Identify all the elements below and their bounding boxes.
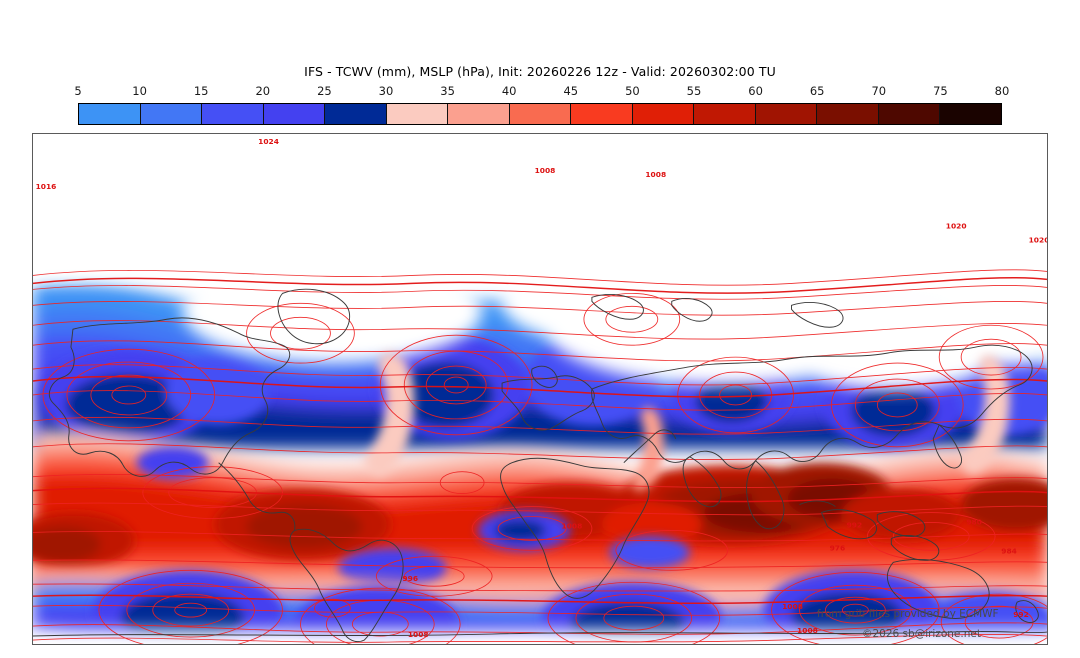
colorbar-tick-5: 5: [74, 84, 82, 98]
colorbar-swatch-25-30: [325, 104, 387, 124]
colorbar-tick-35: 35: [440, 84, 455, 98]
page-title: IFS - TCWV (mm), MSLP (hPa), Init: 20260…: [304, 64, 776, 79]
world-tcwv-mslp-map[interactable]: 1024 1008 1008 1016 1020 1020 1008 992 976 980 984…: [33, 134, 1047, 644]
mslp-contours-bold: [33, 276, 1047, 605]
mslp-contours: [33, 269, 1047, 644]
colorbar-tick-labels: 5 10 15 20 25 30 35 40 45 50 55 60 65 70 75 80: [74, 84, 1009, 100]
mslp-label-1024: 1024: [258, 137, 279, 146]
mslp-label-1008: 1008: [797, 626, 818, 635]
map-panel[interactable]: 1024 1008 1008 1016 1020 1020 1008 992 976 980 984…: [32, 133, 1048, 645]
mslp-label-992: 992: [1013, 610, 1029, 619]
tcwv-continental-dry: [182, 259, 1047, 390]
tcwv-shading: [33, 134, 1047, 644]
colorbar-swatch-30-35: [386, 104, 449, 124]
mslp-label-976: 976: [830, 543, 846, 552]
colorbar-tick-60: 60: [748, 84, 763, 98]
tcwv-moist-plumes: [362, 352, 1010, 491]
mslp-label-980: 980: [966, 517, 982, 526]
colorbar-swatch-65-70: [817, 104, 879, 124]
mslp-label-984: 984: [1001, 546, 1017, 555]
colorbar-tick-20: 20: [255, 84, 271, 98]
colorbar-swatch-70-75: [878, 104, 941, 124]
mslp-label-1008: 1008: [782, 602, 803, 611]
mslp-label-1020: 1020: [946, 222, 967, 231]
colorbar-swatch-15-20: [202, 104, 264, 124]
mslp-label-1008: 1008: [645, 170, 666, 179]
colorbar-swatch-35-40: [448, 104, 510, 124]
colorbar-tick-55: 55: [686, 84, 702, 98]
colorbar-swatch-40-45: [509, 104, 572, 124]
colorbar-tick-65: 65: [809, 84, 825, 98]
colorbar-swatch-5-10: [79, 104, 141, 124]
colorbar-tick-75: 75: [933, 84, 948, 98]
colorbar-tick-10: 10: [132, 84, 147, 98]
colorbar-swatch-55-60: [694, 104, 756, 124]
colorbar-tick-25: 25: [317, 84, 332, 98]
mslp-label-996: 996: [402, 574, 418, 583]
colorbar-tick-40: 40: [501, 84, 517, 98]
colorbar-swatch-20-25: [263, 104, 326, 124]
colorbar-swatch-60-65: [755, 104, 818, 124]
coastlines: [33, 288, 1047, 643]
mslp-contour-labels: 1024 1008 1008 1016 1020 1020 1008 992 976 980 984…: [36, 137, 1047, 639]
map-canvas: 1024 1008 1008 1016 1020 1020 1008 992 976 980 984…: [33, 134, 1047, 644]
colorbar-swatch-45-50: [571, 104, 633, 124]
colorbar-swatches: [78, 103, 1002, 125]
colorbar-swatch-75-80: [940, 104, 1001, 124]
colorbar-tick-15: 15: [193, 84, 209, 98]
colorbar-tick-50: 50: [625, 84, 640, 98]
mslp-label-1008: 1008: [535, 166, 556, 175]
copyright-attribution: ©2026 sb@irizone.net: [862, 628, 981, 640]
data-source-attribution: from grib files provided by ECMWF: [817, 608, 999, 620]
colorbar-swatch-10-15: [140, 104, 203, 124]
colorbar-tick-30: 30: [378, 84, 394, 98]
colorbar: 5 10 15 20 25 30 35 40 45 50 55 60 65 70 75 80: [74, 84, 1009, 128]
mslp-label-992: 992: [847, 520, 863, 529]
tcwv-polar-dry: [33, 134, 1047, 644]
mslp-label-1008: 1008: [408, 630, 429, 639]
colorbar-tick-45: 45: [563, 84, 579, 98]
colorbar-tick-70: 70: [871, 84, 887, 98]
mslp-label-1020: 1020: [1029, 236, 1047, 245]
colorbar-tick-80: 80: [994, 84, 1010, 98]
colorbar-swatch-50-55: [632, 104, 695, 124]
mslp-label-1008: 1008: [562, 521, 583, 530]
mslp-label-1016: 1016: [36, 182, 57, 191]
